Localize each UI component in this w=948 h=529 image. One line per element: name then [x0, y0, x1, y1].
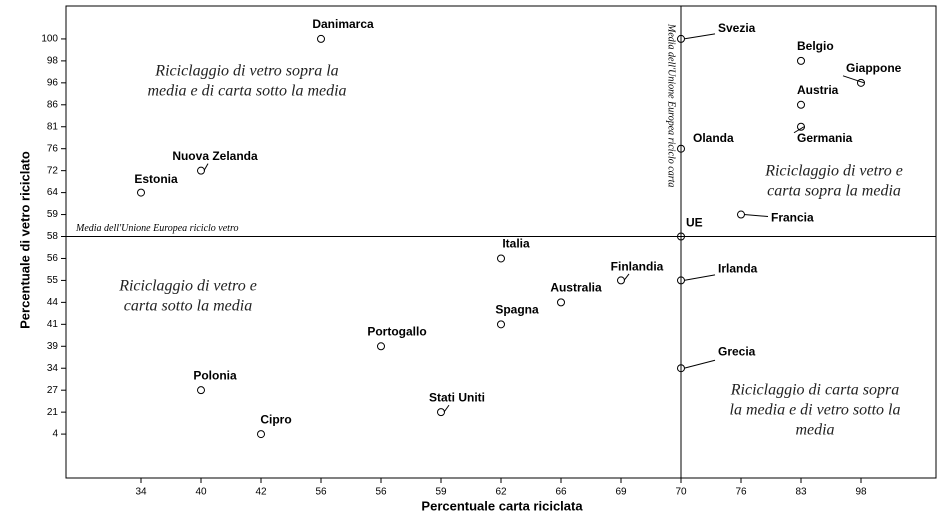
point — [377, 342, 385, 351]
x-tick-label: 69 — [615, 487, 627, 498]
point-label: Austria — [797, 83, 839, 97]
y-tick-label: 41 — [47, 319, 59, 330]
x-tick-label: 83 — [795, 487, 807, 498]
x-axis-title: Percentuale carta riciclata — [421, 498, 583, 513]
point — [497, 254, 505, 263]
quadrant-label: Riciclaggio di vetro e — [118, 278, 257, 295]
y-tick-label: 72 — [47, 165, 59, 176]
y-tick-label: 96 — [47, 77, 59, 88]
point-label: Germania — [797, 131, 853, 145]
y-tick-label: 58 — [47, 231, 59, 242]
y-tick-label: 27 — [47, 385, 59, 396]
point-label: UE — [686, 216, 703, 230]
point — [497, 320, 505, 329]
leader-line — [743, 214, 769, 218]
point-label: Estonia — [134, 172, 178, 186]
y-tick-label: 76 — [47, 143, 59, 154]
quadrant-label: Riciclaggio di vetro e — [764, 163, 903, 180]
point-label: Svezia — [718, 21, 756, 35]
point-label: Spagna — [495, 302, 539, 316]
y-tick-label: 21 — [47, 407, 59, 418]
leader-line — [793, 126, 805, 134]
point-label: Olanda — [693, 131, 734, 145]
point — [137, 188, 145, 197]
y-tick-label: 44 — [47, 297, 59, 308]
quadrant-label: Riciclaggio di vetro sopra la — [154, 63, 338, 80]
y-tick-label: 59 — [47, 209, 59, 220]
point-label: Australia — [550, 281, 602, 295]
x-tick-label: 34 — [135, 487, 147, 498]
point-label: Danimarca — [312, 17, 374, 31]
plot-area — [65, 5, 937, 479]
y-tick-label: 86 — [47, 99, 59, 110]
point-label: Grecia — [718, 344, 756, 358]
point-label: Portogallo — [367, 324, 426, 338]
point-label: Finlandia — [611, 260, 664, 274]
y-tick-label: 55 — [47, 275, 59, 286]
y-tick-label: 4 — [52, 429, 58, 440]
quadrant-label: media — [795, 422, 834, 439]
x-tick-label: 76 — [735, 487, 747, 498]
point-label: Italia — [502, 237, 530, 251]
point — [257, 430, 265, 439]
point — [317, 34, 325, 43]
y-tick-label: 81 — [47, 121, 59, 132]
point-label: Polonia — [193, 368, 237, 382]
point — [857, 78, 865, 87]
x-tick-label: 56 — [315, 487, 327, 498]
y-tick-label: 56 — [47, 253, 59, 264]
y-axis-title: Percentuale di vetro riciclato — [17, 151, 32, 329]
quadrant-label: carta sopra la media — [767, 183, 901, 200]
point — [797, 100, 805, 109]
leader-line — [683, 359, 716, 369]
point-label: Francia — [771, 211, 814, 225]
quadrant-label: la media e di vetro sotto la — [730, 402, 901, 419]
point-label: Cipro — [260, 412, 291, 426]
quadrant-label: carta sotto la media — [124, 298, 252, 315]
y-tick-label: 98 — [47, 56, 59, 67]
x-tick-label: 42 — [255, 487, 267, 498]
leader-line — [203, 163, 209, 171]
quadrant-label: media e di carta sotto la media — [147, 83, 346, 100]
x-tick-label: 59 — [435, 487, 447, 498]
y-tick-label: 39 — [47, 341, 59, 352]
reference-label-x: Media dell'Unione Europea riciclo carta — [666, 23, 677, 187]
leader-line — [842, 75, 865, 84]
point-label: Belgio — [797, 39, 834, 53]
point — [677, 232, 685, 241]
x-tick-label: 62 — [495, 487, 507, 498]
quadrant-label: Riciclaggio di carta sopra — [730, 382, 899, 399]
x-tick-label: 40 — [195, 487, 207, 498]
y-tick-label: 64 — [47, 187, 59, 198]
point-label: Nuova Zelanda — [172, 149, 258, 163]
point — [557, 298, 565, 307]
point — [797, 56, 805, 65]
point — [197, 386, 205, 395]
leader-line — [443, 404, 450, 413]
leader-line — [683, 33, 716, 40]
point — [797, 122, 805, 131]
leader-line — [683, 274, 716, 281]
reference-label-y: Media dell'Unione Europea riciclo vetro — [75, 223, 238, 234]
x-tick-label: 56 — [375, 487, 387, 498]
point-label: Irlanda — [718, 262, 758, 276]
point-label: Giappone — [846, 61, 902, 75]
x-tick-label: 98 — [855, 487, 867, 498]
point — [677, 144, 685, 153]
x-tick-label: 70 — [675, 487, 687, 498]
y-tick-label: 34 — [47, 363, 59, 374]
leader-line — [623, 273, 630, 281]
point-label: Stati Uniti — [429, 390, 485, 404]
y-tick-label: 100 — [41, 34, 58, 45]
x-tick-label: 66 — [555, 487, 567, 498]
